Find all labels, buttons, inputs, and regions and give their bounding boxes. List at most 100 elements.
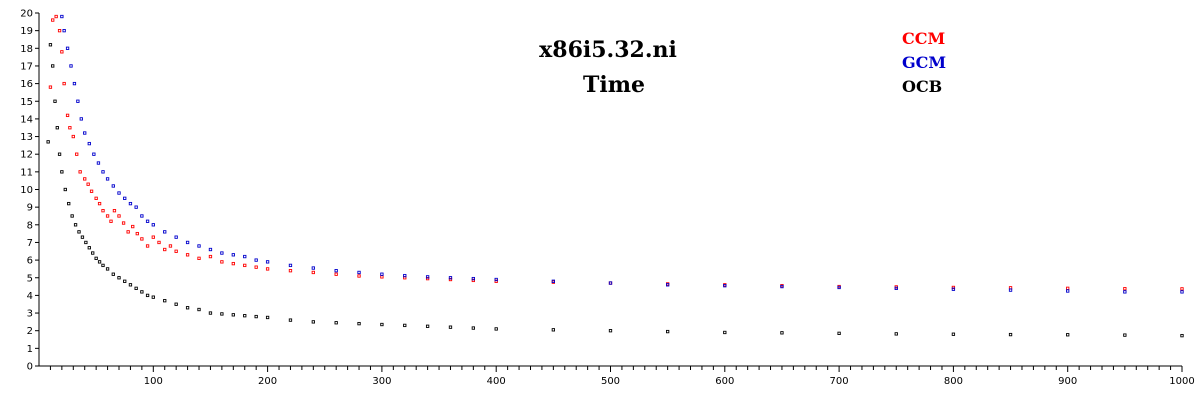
ccm-point: [86, 182, 90, 186]
ocb-point: [128, 283, 133, 287]
ccm-point: [83, 177, 87, 181]
ccm-point: [185, 253, 190, 257]
gcm-point: [1180, 290, 1184, 294]
gcm-point: [111, 184, 115, 188]
y-tick-label-14: 14: [20, 114, 33, 125]
ccm-point: [494, 279, 498, 283]
ocb-point: [174, 302, 178, 306]
gcm-point: [723, 284, 727, 288]
ocb-point: [837, 331, 841, 335]
y-tick-label-2: 2: [27, 326, 33, 337]
ccm-point: [57, 29, 62, 33]
gcm-point: [494, 277, 498, 282]
ocb-point: [53, 99, 57, 103]
y-tick-label-10: 10: [20, 185, 33, 196]
gcm-point: [72, 81, 77, 86]
ocb-point: [46, 140, 50, 144]
y-tick-label-13: 13: [20, 132, 33, 143]
gcm-point: [185, 240, 190, 245]
ocb-point: [1180, 333, 1184, 338]
ccm-point: [109, 219, 113, 223]
gcm-point: [1123, 290, 1127, 294]
y-tick-label-8: 8: [27, 220, 33, 231]
chart-title: x86i5.32.ni: [539, 37, 677, 63]
y-tick-label-19: 19: [20, 26, 33, 37]
gcm-point: [60, 14, 64, 19]
ccm-point: [425, 276, 430, 281]
ccm-point: [62, 81, 66, 86]
legend-ccm: CCM: [902, 29, 945, 48]
ccm-point: [68, 126, 72, 130]
ocb-point: [357, 321, 361, 326]
gcm-point: [101, 170, 105, 174]
ocb-point: [140, 290, 144, 294]
ocb-point: [1008, 332, 1013, 337]
x-tick-label-200: 200: [258, 376, 277, 387]
ocb-point: [185, 306, 190, 310]
ccm-point: [168, 244, 173, 248]
ccm-point: [220, 260, 224, 264]
ccm-point: [75, 152, 79, 156]
gcm-point: [145, 219, 150, 223]
ccm-point: [197, 256, 201, 260]
ccm-point: [71, 134, 75, 139]
ccm-point: [334, 272, 338, 276]
ocb-point: [1123, 333, 1127, 337]
gcm-point: [83, 131, 87, 135]
legend: CCM GCM OCB: [902, 29, 946, 96]
gcm-point: [471, 276, 475, 281]
ccm-point: [243, 263, 247, 268]
ccm-point: [174, 249, 178, 253]
gcm-point: [265, 260, 270, 264]
ocb-point: [70, 214, 74, 218]
ocb-point: [91, 251, 95, 255]
gcm-point: [117, 191, 121, 195]
ocb-point: [51, 64, 55, 68]
gcm-point: [894, 286, 898, 290]
ocb-point: [334, 321, 338, 325]
ocb-point: [197, 307, 201, 312]
ccm-point: [254, 265, 258, 269]
gcm-point: [334, 269, 338, 273]
ccm-point: [97, 201, 102, 206]
ccm-point: [951, 285, 956, 290]
chart-subtitle: Time: [583, 72, 645, 98]
y-tick-label-9: 9: [27, 203, 33, 214]
ccm-point: [51, 18, 55, 22]
ccm-point: [112, 209, 117, 213]
ccm-point: [380, 275, 384, 279]
ocb-point: [608, 329, 613, 333]
ocb-point: [97, 260, 102, 264]
gcm-point: [288, 263, 293, 268]
gcm-point: [151, 223, 155, 227]
y-tick-label-1: 1: [27, 344, 33, 355]
ocb-point: [111, 272, 115, 276]
ocb-point: [77, 230, 81, 234]
ccm-point: [1066, 286, 1070, 290]
series-gcm: [60, 14, 1184, 294]
ocb-point: [87, 246, 91, 250]
gcm-point: [425, 275, 430, 279]
gcm-point: [311, 266, 315, 270]
ocb-point: [265, 315, 270, 320]
ccm-point: [151, 235, 155, 239]
x-tick-label-700: 700: [830, 376, 849, 387]
ocb-point: [666, 329, 670, 334]
ocb-point: [57, 152, 62, 156]
gcm-point: [174, 235, 178, 239]
series-ccm: [48, 14, 1184, 291]
ocb-point: [254, 314, 258, 319]
ccm-point: [231, 261, 235, 266]
ccm-point: [145, 244, 150, 248]
gcm-point: [92, 152, 96, 156]
gcm-point: [76, 99, 80, 103]
x-tick-label-600: 600: [715, 376, 734, 387]
x-tick-label-100: 100: [144, 376, 163, 387]
y-tick-label-5: 5: [27, 273, 33, 284]
gcm-point: [134, 205, 138, 209]
x-tick-label-800: 800: [944, 376, 963, 387]
ocb-point: [123, 279, 127, 283]
axes: [38, 13, 1182, 367]
ccm-point: [101, 209, 105, 213]
legend-ocb: OCB: [902, 77, 942, 96]
